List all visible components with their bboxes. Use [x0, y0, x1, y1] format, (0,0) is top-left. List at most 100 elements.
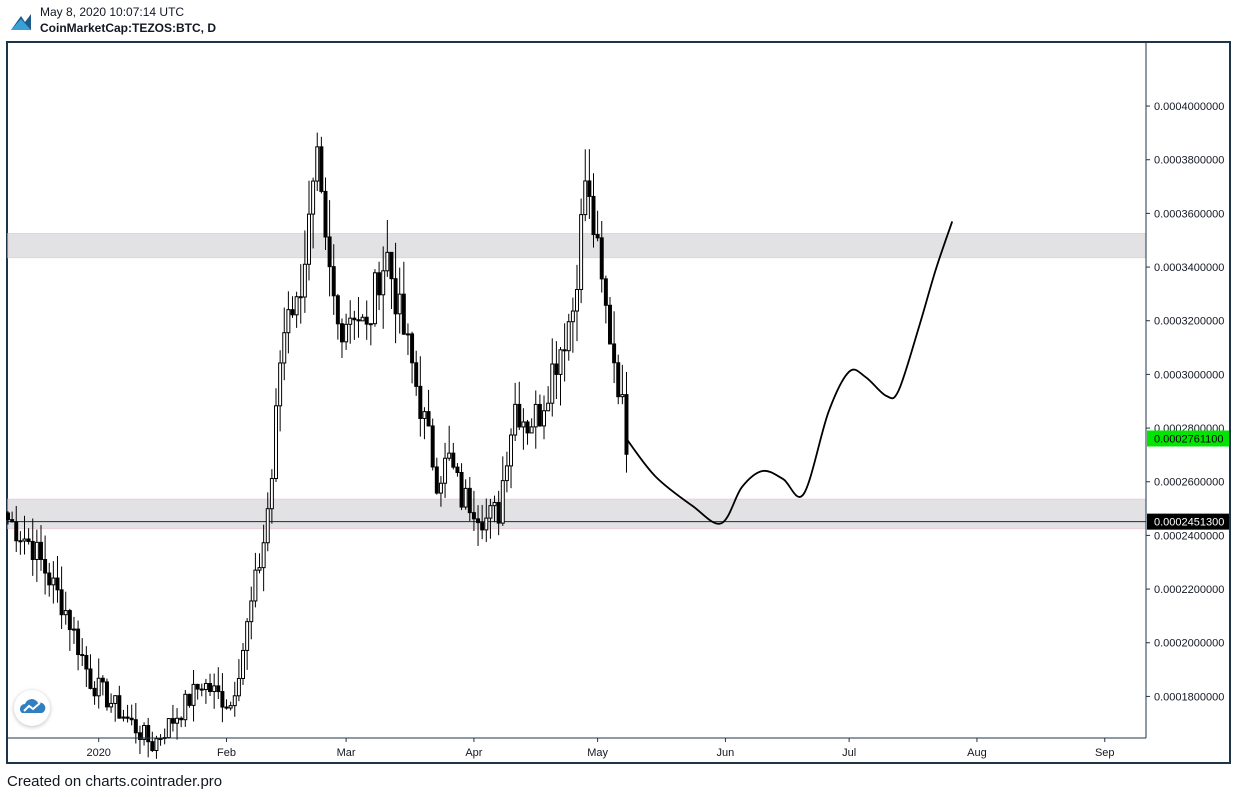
candle-body	[620, 394, 625, 398]
zones	[7, 233, 1147, 530]
candle	[356, 297, 361, 338]
candle	[570, 297, 575, 353]
candle	[377, 261, 382, 311]
candle	[311, 177, 316, 249]
candle	[71, 616, 76, 644]
candle	[533, 390, 538, 449]
candle-body	[298, 296, 303, 299]
candle	[158, 734, 163, 746]
candle-body	[595, 234, 600, 239]
candle-body	[80, 654, 85, 657]
candle	[438, 476, 443, 507]
candle-body	[26, 538, 31, 542]
candle	[612, 311, 617, 384]
candle	[170, 704, 175, 732]
candle	[84, 646, 89, 688]
candle-body	[451, 452, 456, 468]
candle	[183, 690, 188, 727]
candle	[480, 504, 485, 540]
candle	[529, 418, 534, 434]
candle	[125, 704, 130, 723]
candle-body	[331, 266, 336, 297]
candle	[166, 718, 171, 739]
candle	[257, 553, 262, 574]
candle	[451, 442, 456, 470]
candle-body	[166, 718, 171, 739]
candle-body	[352, 317, 357, 321]
candle	[430, 418, 435, 471]
candle	[471, 490, 476, 532]
candle	[368, 323, 373, 346]
candle	[414, 350, 419, 396]
candle-body	[253, 569, 258, 602]
candle-body	[327, 236, 332, 268]
candle	[459, 463, 464, 511]
candle-body	[550, 363, 555, 404]
candle-body	[311, 180, 316, 215]
candle	[575, 264, 579, 342]
candle-body	[389, 251, 394, 280]
y-tick-label: 0.0003600000	[1154, 208, 1224, 220]
candle	[426, 389, 431, 427]
y-tick-label: 0.0002200000	[1154, 584, 1224, 596]
candle-body	[430, 425, 435, 468]
candle	[504, 451, 509, 493]
candle-body	[302, 263, 307, 298]
candle	[364, 300, 369, 340]
candle	[129, 704, 134, 726]
y-tick-label: 0.0003200000	[1154, 316, 1224, 328]
candle-body	[377, 272, 382, 296]
candle	[224, 699, 229, 710]
y-tick-label: 0.0004000000	[1154, 101, 1224, 113]
candle	[39, 525, 43, 571]
candle	[282, 307, 287, 381]
candle	[298, 264, 303, 324]
candle	[274, 388, 278, 482]
candle	[562, 323, 567, 382]
candle-body	[109, 702, 114, 708]
candle	[261, 524, 266, 592]
candle-body	[212, 685, 217, 693]
candle	[393, 242, 398, 344]
candle-body	[513, 403, 518, 436]
candle-body	[492, 502, 497, 507]
candle	[80, 638, 85, 666]
candle-body	[34, 541, 39, 560]
x-tick-label: Feb	[217, 747, 236, 759]
candle-body	[150, 741, 155, 752]
candle	[208, 673, 213, 697]
candle	[443, 442, 448, 498]
candle-body	[570, 310, 575, 323]
projection-path	[625, 221, 954, 525]
candle	[410, 331, 415, 384]
x-tick-label: 2020	[86, 747, 110, 759]
candle	[232, 681, 237, 717]
candle	[447, 425, 452, 461]
candle-body	[170, 718, 175, 724]
candle-body	[364, 316, 369, 325]
candle-body	[447, 452, 452, 459]
candle	[542, 395, 546, 440]
candle-body	[397, 293, 402, 315]
candle	[476, 505, 481, 546]
candle	[109, 693, 114, 713]
candle	[525, 419, 530, 445]
candle	[76, 620, 81, 671]
candle-body	[554, 363, 559, 375]
candle-body	[612, 343, 617, 364]
candle	[331, 244, 336, 315]
candle-body	[591, 195, 596, 236]
candle-body	[137, 732, 142, 740]
candle	[323, 177, 328, 251]
candle	[203, 678, 208, 704]
zone-1	[7, 498, 1147, 530]
candle	[599, 220, 604, 293]
candle	[344, 313, 349, 350]
candle-body	[471, 512, 476, 520]
tradingview-badge[interactable]	[14, 690, 50, 726]
candle-body	[265, 508, 270, 544]
candle-body	[22, 538, 27, 542]
candle	[381, 246, 386, 329]
candle-body	[67, 610, 72, 631]
